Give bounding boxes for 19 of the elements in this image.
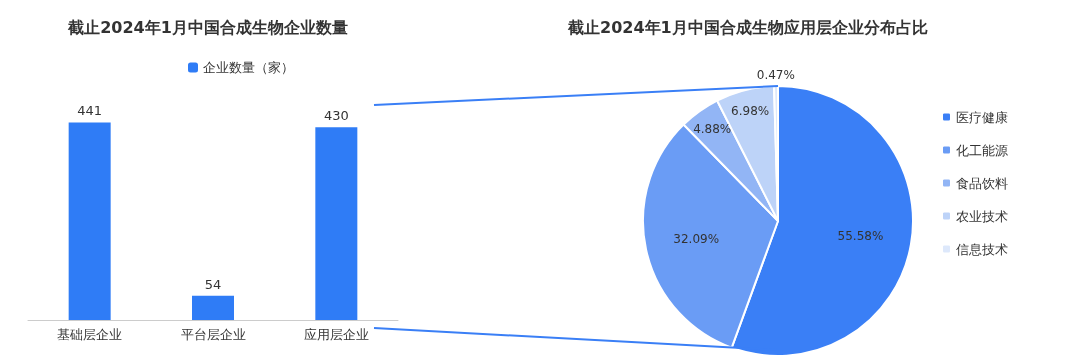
legend-label: 食品饮料 [956, 175, 1008, 191]
legend-label: 信息技术 [956, 241, 1008, 257]
data-label: 430 [323, 108, 349, 124]
data-label: 6.98% [731, 104, 770, 119]
x-tick-label: 基础层企业 [57, 327, 123, 342]
x-tick-label: 平台层企业 [180, 327, 246, 342]
legend-label: 化工能源 [956, 142, 1008, 158]
data-label: 4.88% [693, 122, 732, 137]
legend-label: 企业数量（家） [203, 60, 294, 75]
chart-title: 截止2024年1月中国合成生物应用层企业分布占比 [567, 17, 928, 37]
legend-label: 医疗健康 [956, 109, 1008, 125]
data-label: 55.58% [837, 228, 884, 243]
legend-label: 农业技术 [956, 208, 1008, 224]
chart-title: 截止2024年1月中国合成生物企业数量 [67, 17, 348, 37]
x-tick-label: 应用层企业 [303, 327, 369, 342]
data-label: 32.09% [673, 231, 720, 246]
data-label: 0.47% [756, 68, 795, 83]
data-label: 441 [77, 103, 103, 119]
data-label: 54 [204, 276, 222, 292]
